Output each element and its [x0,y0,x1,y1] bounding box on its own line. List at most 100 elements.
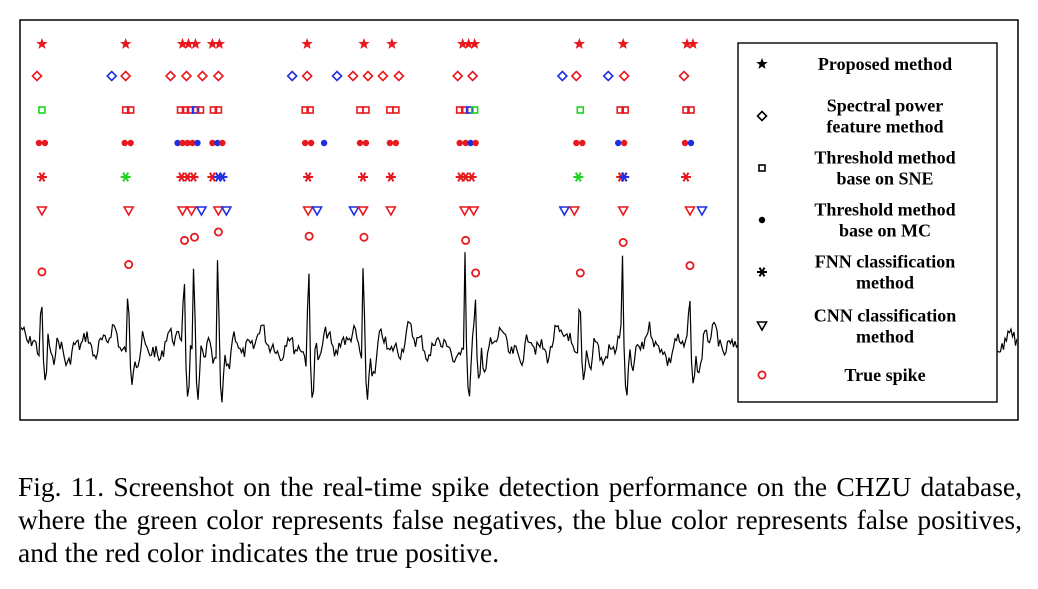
detection-marker-square [682,106,690,114]
detection-marker-triangle-down [311,206,323,217]
detection-marker-square [460,106,469,114]
detection-marker-star [573,38,585,49]
detection-marker-asterisk [357,172,368,182]
detection-marker-dot [219,139,226,147]
detection-marker-triangle-down [696,206,708,217]
detection-marker-dot [462,139,469,147]
detection-marker-square [392,106,400,114]
detection-marker-dot [472,139,479,147]
series-star [36,38,699,49]
detection-marker-dot [687,139,695,147]
legend-label: True spike [844,365,925,385]
detection-marker-star [36,38,48,49]
detection-marker-diamond [31,70,43,82]
detection-marker-dot [184,139,191,147]
detection-marker-triangle-down [212,206,225,217]
legend-label: CNN classification [814,306,957,326]
detection-marker-asterisk [619,172,630,182]
detection-marker-diamond [377,70,389,82]
detection-marker-triangle-down [558,206,571,217]
detection-marker-dot [392,139,400,147]
detection-marker-triangle-down [467,206,480,217]
legend-marker-triangle-down [756,321,768,332]
detection-marker-asterisk [680,172,691,182]
legend-marker-star [756,58,768,69]
series-triangle-down [36,206,708,217]
detection-marker-star [206,38,219,49]
true-spike-marker [618,237,628,247]
detection-marker-diamond [347,70,359,82]
detection-marker-triangle-down [385,206,397,217]
detection-marker-asterisk [120,172,131,182]
true-spike-markers [37,227,695,278]
detection-marker-square [126,106,135,114]
detection-marker-square [301,106,309,114]
true-spike-marker [37,267,47,277]
detection-marker-square [214,106,223,114]
detection-marker-diamond [556,70,569,82]
series-asterisk [36,172,691,182]
detection-marker-dot [194,139,201,147]
detection-marker-asterisk [385,172,396,182]
detection-marker-asterisk [36,172,47,182]
detection-marker-dot [386,139,394,147]
detection-marker-star [386,38,398,49]
detection-marker-dot [356,139,364,147]
detection-marker-diamond [602,70,614,82]
detection-marker-square [186,106,195,114]
detection-marker-star [213,38,226,49]
detection-marker-diamond [678,70,690,82]
detection-marker-dot [456,139,463,147]
detection-marker-dot [467,139,474,147]
detection-marker-diamond [393,70,405,82]
detection-marker-diamond [618,70,630,82]
legend-box [737,42,998,403]
detection-marker-square [470,106,479,114]
detection-marker-star [468,38,481,49]
detection-marker-star [120,38,132,49]
series-dot [35,139,695,147]
legend-label: Threshold method [814,200,955,220]
series-square [38,106,695,114]
legend-marker-square [758,164,766,172]
detection-marker-square [38,106,46,114]
series-diamond [31,70,690,82]
legend-label: method [856,273,914,293]
legend-label: FNN classification [815,252,955,272]
detection-marker-dot [320,139,328,147]
detection-marker-dot [121,139,128,147]
legend-label: Proposed method [818,54,952,74]
legend-label: Threshold method [814,148,955,168]
detection-marker-dot [209,139,216,147]
detection-marker-diamond [331,70,343,82]
figure-caption: Fig. 11. Screenshot on the real-time spi… [18,471,1022,568]
detection-marker-diamond [467,70,479,82]
detection-marker-dot [174,139,181,147]
detection-marker-square [576,106,585,114]
legend-label: base on SNE [836,169,933,189]
detection-marker-diamond [286,70,298,82]
detection-marker-diamond [196,70,209,82]
detection-marker-square [121,106,130,114]
true-spike-marker [180,235,190,245]
true-spike-marker [304,231,314,241]
detection-marker-asterisk [303,172,314,182]
detection-marker-diamond [570,70,582,82]
detection-marker-dot [615,139,622,147]
detection-marker-square [306,106,314,114]
detection-marker-dot [362,139,370,147]
detection-marker-star [462,38,475,49]
detection-marker-star [189,38,202,49]
detection-marker-triangle-down [122,206,135,217]
legend-marker-asterisk [757,267,767,277]
detection-marker-triangle-down [458,206,471,217]
detection-marker-diamond [106,70,118,82]
legend-marker-dot [758,216,766,224]
detection-marker-square [181,106,190,114]
detection-marker-dot [307,139,315,147]
detection-marker-star [457,38,469,49]
